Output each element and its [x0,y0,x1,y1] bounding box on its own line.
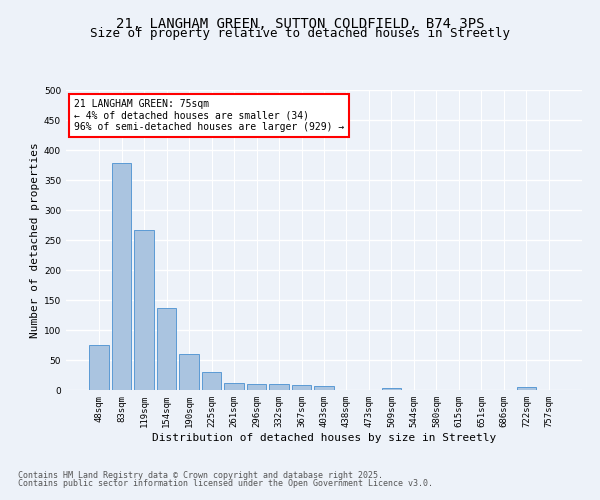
Bar [89,345,109,390]
Bar [134,230,154,390]
Bar [224,384,244,390]
X-axis label: Distribution of detached houses by size in Streetly: Distribution of detached houses by size … [152,432,496,442]
Bar [202,372,221,390]
Bar [314,386,334,390]
Bar [157,308,176,390]
Bar [517,387,536,390]
Bar [382,388,401,390]
Bar [179,354,199,390]
Bar [112,163,131,390]
Text: Contains public sector information licensed under the Open Government Licence v3: Contains public sector information licen… [18,478,433,488]
Y-axis label: Number of detached properties: Number of detached properties [30,142,40,338]
Text: 21, LANGHAM GREEN, SUTTON COLDFIELD, B74 3PS: 21, LANGHAM GREEN, SUTTON COLDFIELD, B74… [116,18,484,32]
Text: Contains HM Land Registry data © Crown copyright and database right 2025.: Contains HM Land Registry data © Crown c… [18,471,383,480]
Text: Size of property relative to detached houses in Streetly: Size of property relative to detached ho… [90,28,510,40]
Bar [269,384,289,390]
Text: 21 LANGHAM GREEN: 75sqm
← 4% of detached houses are smaller (34)
96% of semi-det: 21 LANGHAM GREEN: 75sqm ← 4% of detached… [74,99,344,132]
Bar [292,384,311,390]
Bar [247,384,266,390]
